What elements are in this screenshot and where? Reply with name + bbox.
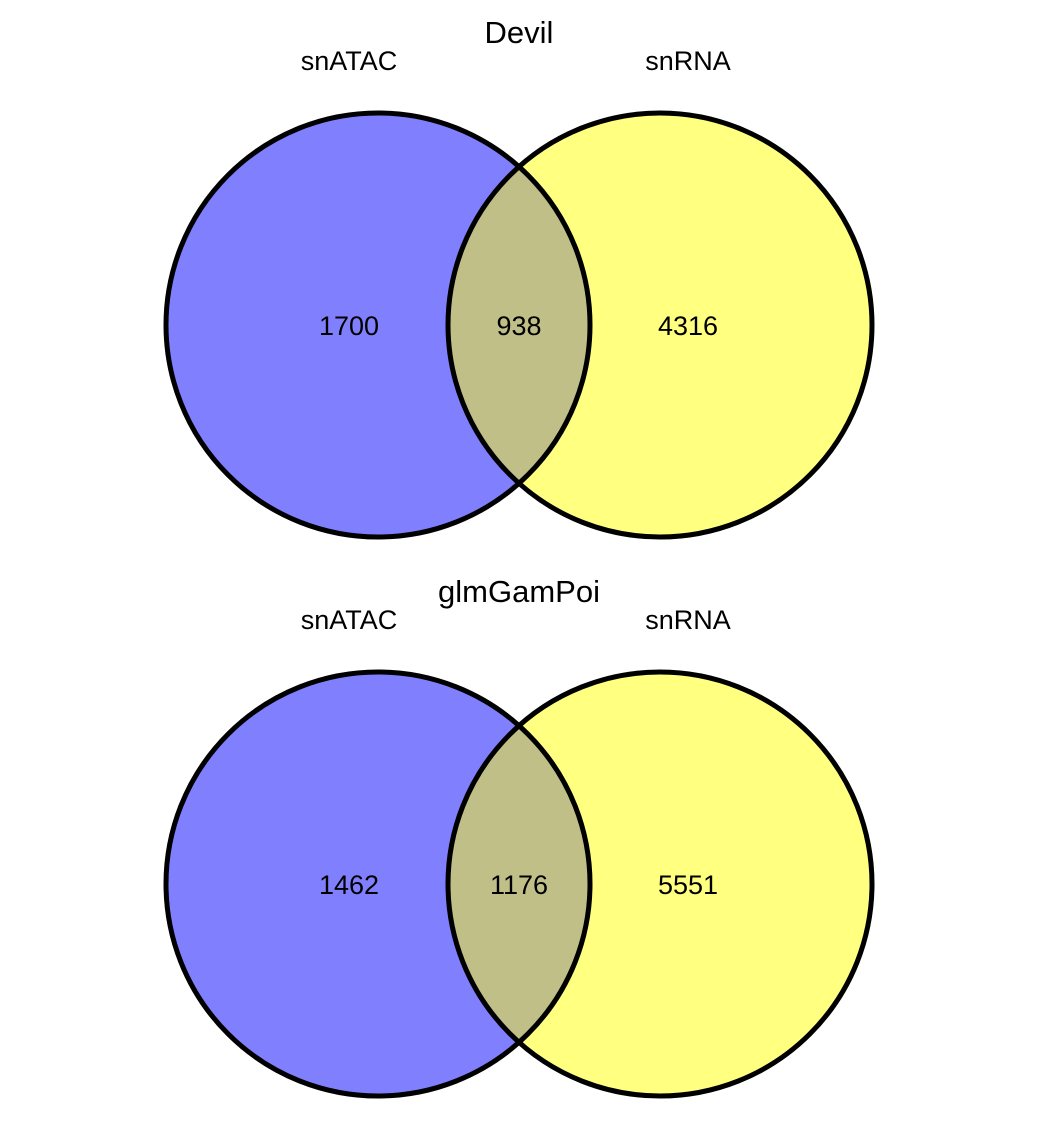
venn-diagram-glmgampoi: glmGamPoi snATAC snRNA 1462 1176 5551 (163, 574, 875, 1099)
only-a-count: 1462 (319, 870, 379, 900)
set-a-label: snATAC (301, 46, 398, 76)
set-a-outline (163, 110, 593, 540)
set-a-outline (163, 669, 593, 1099)
diagram-title: Devil (485, 15, 554, 50)
overlap-count: 938 (496, 311, 541, 341)
set-a-label: snATAC (301, 605, 398, 635)
only-b-count: 5551 (658, 870, 718, 900)
venn-diagram-devil: Devil snATAC snRNA 1700 938 4316 (163, 15, 875, 540)
set-b-label: snRNA (645, 605, 731, 635)
overlap-count: 1176 (490, 870, 548, 900)
overlap-region (448, 113, 590, 537)
diagram-title: glmGamPoi (438, 574, 600, 609)
set-b-label: snRNA (645, 46, 731, 76)
overlap-region (448, 672, 590, 1096)
only-b-count: 4316 (658, 311, 718, 341)
set-b-outline (445, 110, 875, 540)
only-a-count: 1700 (319, 311, 379, 341)
set-b-outline (445, 669, 875, 1099)
